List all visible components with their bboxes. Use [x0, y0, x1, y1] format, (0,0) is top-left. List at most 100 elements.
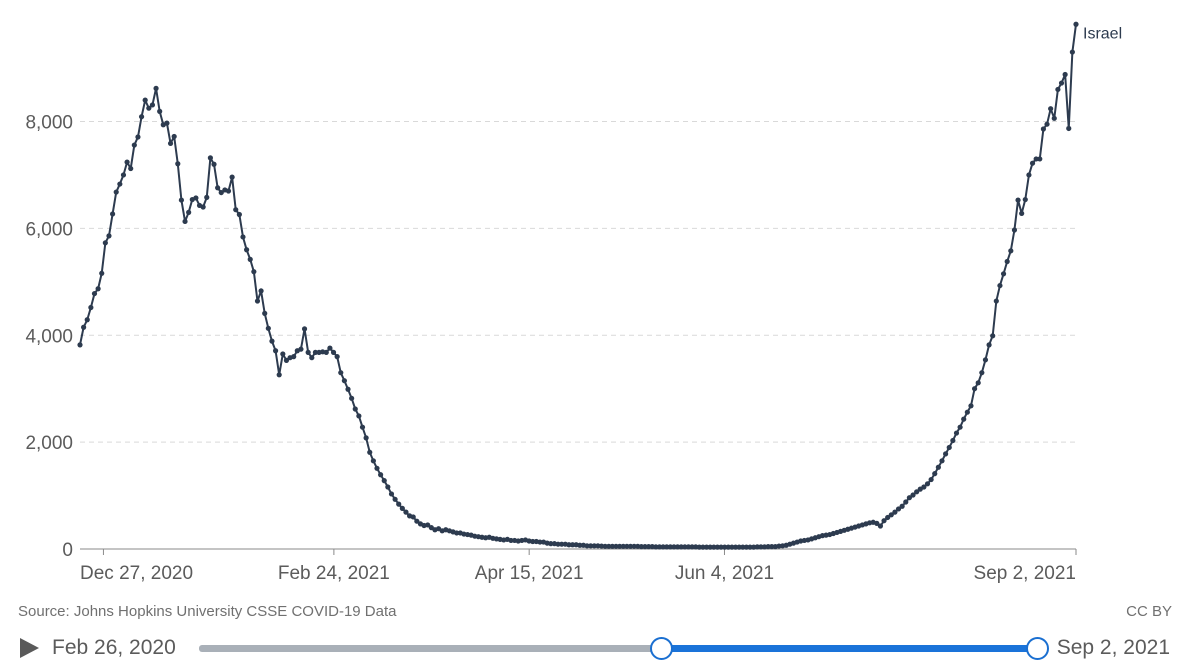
data-point[interactable]	[939, 458, 945, 464]
data-point[interactable]	[367, 449, 373, 455]
data-point[interactable]	[207, 155, 213, 161]
data-point[interactable]	[932, 471, 938, 477]
data-point[interactable]	[283, 357, 290, 363]
data-point[interactable]	[1029, 160, 1036, 166]
data-point[interactable]	[899, 503, 905, 509]
data-point[interactable]	[1019, 210, 1025, 217]
data-point[interactable]	[675, 544, 681, 550]
data-point[interactable]	[117, 181, 123, 187]
data-point[interactable]	[1004, 258, 1010, 265]
data-point[interactable]	[569, 542, 576, 548]
data-point[interactable]	[964, 409, 970, 415]
data-point[interactable]	[555, 541, 561, 547]
data-point[interactable]	[903, 499, 909, 505]
data-point[interactable]	[182, 218, 188, 225]
data-point[interactable]	[1015, 197, 1021, 203]
data-point[interactable]	[370, 458, 376, 464]
data-point[interactable]	[1026, 172, 1032, 178]
data-point[interactable]	[924, 481, 931, 487]
series-line[interactable]	[79, 24, 1077, 549]
timeline-start-handle[interactable]	[649, 637, 673, 660]
data-point[interactable]	[993, 298, 999, 304]
data-point[interactable]	[399, 505, 405, 511]
data-point[interactable]	[914, 489, 920, 495]
data-point[interactable]	[892, 509, 898, 515]
data-point[interactable]	[247, 256, 253, 262]
data-point[interactable]	[1040, 126, 1046, 132]
data-point[interactable]	[714, 544, 721, 550]
data-point[interactable]	[146, 105, 152, 111]
timeline-end-handle[interactable]	[1026, 637, 1049, 660]
data-point[interactable]	[968, 403, 974, 409]
data-point[interactable]	[577, 542, 583, 548]
data-point[interactable]	[602, 543, 608, 549]
data-point[interactable]	[128, 165, 134, 172]
data-point[interactable]	[548, 541, 554, 547]
data-point[interactable]	[211, 161, 217, 167]
data-point[interactable]	[678, 544, 684, 550]
data-point[interactable]	[1058, 80, 1065, 86]
data-point[interactable]	[1051, 115, 1057, 121]
data-point[interactable]	[131, 142, 137, 148]
source-note[interactable]: Source: Johns Hopkins University CSSE CO…	[18, 603, 397, 620]
data-point[interactable]	[537, 539, 543, 545]
data-point[interactable]	[895, 506, 902, 512]
data-point[interactable]	[323, 349, 329, 355]
data-point[interactable]	[725, 544, 731, 550]
data-point[interactable]	[334, 354, 340, 360]
data-point[interactable]	[957, 424, 963, 430]
data-point[interactable]	[935, 464, 941, 470]
data-point[interactable]	[646, 544, 652, 550]
data-point[interactable]	[1066, 125, 1072, 132]
data-point[interactable]	[338, 370, 344, 376]
data-point[interactable]	[88, 304, 94, 311]
data-point[interactable]	[638, 544, 644, 550]
data-point[interactable]	[236, 211, 242, 218]
data-point[interactable]	[102, 240, 108, 246]
data-point[interactable]	[953, 430, 960, 436]
data-point[interactable]	[758, 544, 764, 550]
data-point[interactable]	[120, 172, 127, 178]
data-point[interactable]	[559, 541, 565, 547]
data-point[interactable]	[301, 326, 308, 332]
data-point[interactable]	[138, 114, 145, 120]
data-point[interactable]	[671, 544, 677, 550]
data-point[interactable]	[736, 544, 742, 550]
data-point[interactable]	[961, 416, 967, 422]
data-point[interactable]	[345, 386, 351, 392]
data-point[interactable]	[349, 395, 355, 401]
data-point[interactable]	[312, 349, 319, 355]
data-point[interactable]	[244, 247, 250, 253]
data-point[interactable]	[229, 174, 235, 180]
data-point[interactable]	[91, 290, 98, 297]
data-point[interactable]	[225, 188, 232, 194]
data-point[interactable]	[110, 211, 116, 217]
data-point[interactable]	[1011, 227, 1018, 233]
data-point[interactable]	[743, 544, 750, 550]
data-point[interactable]	[530, 538, 536, 545]
data-point[interactable]	[1037, 156, 1043, 162]
data-point[interactable]	[1044, 121, 1050, 127]
data-point[interactable]	[689, 544, 695, 550]
data-point[interactable]	[291, 354, 297, 360]
data-point[interactable]	[740, 544, 746, 550]
data-point[interactable]	[305, 349, 311, 355]
data-point[interactable]	[341, 378, 347, 384]
data-point[interactable]	[1000, 271, 1007, 277]
data-point[interactable]	[254, 298, 261, 304]
data-point[interactable]	[979, 370, 985, 376]
data-point[interactable]	[711, 544, 717, 550]
data-point[interactable]	[1033, 156, 1039, 162]
data-point[interactable]	[729, 544, 735, 550]
data-point[interactable]	[682, 544, 688, 550]
data-point[interactable]	[269, 338, 275, 344]
data-point[interactable]	[84, 317, 90, 323]
data-point[interactable]	[508, 537, 514, 544]
data-point[interactable]	[385, 484, 391, 490]
data-point[interactable]	[606, 543, 612, 549]
series-israel[interactable]: Israel	[77, 21, 1122, 550]
license-link[interactable]: CC BY	[1126, 603, 1172, 620]
data-point[interactable]	[971, 386, 978, 392]
data-point[interactable]	[696, 544, 702, 550]
data-point[interactable]	[454, 530, 460, 536]
